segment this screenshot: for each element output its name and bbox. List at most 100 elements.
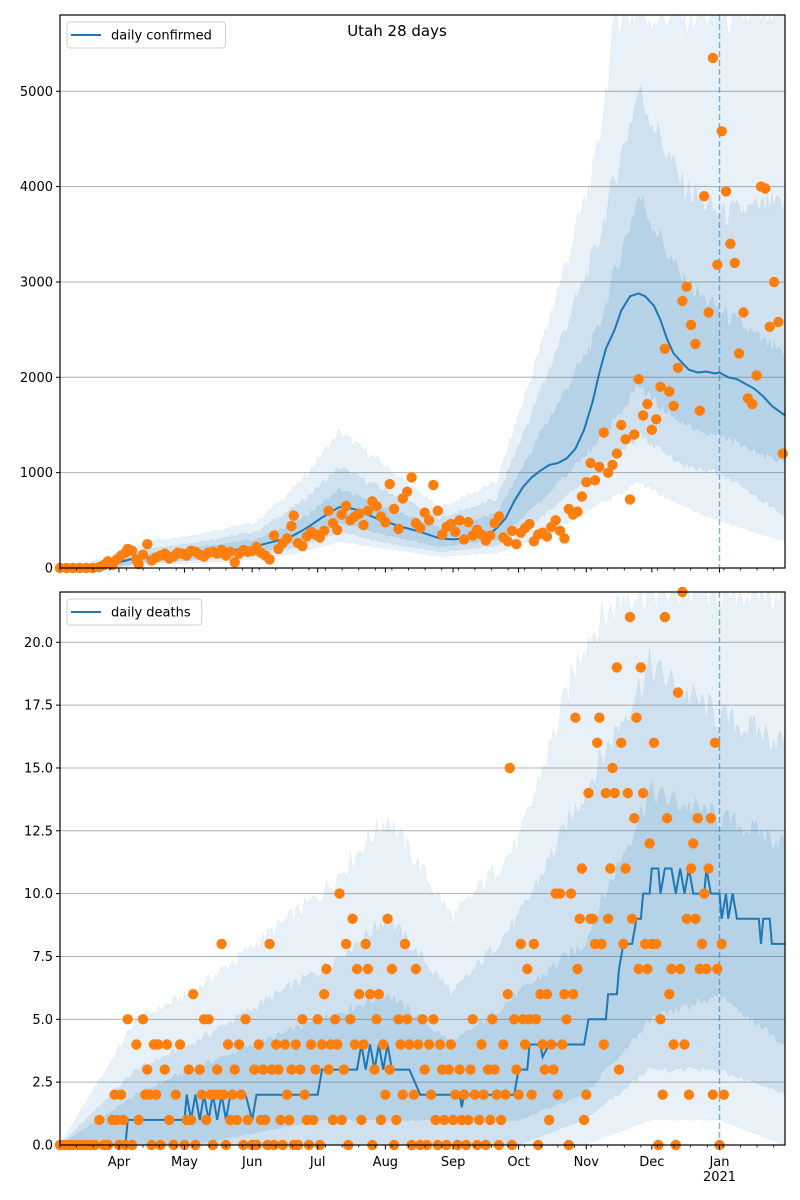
observed-point <box>624 494 636 505</box>
observed-point <box>203 1014 214 1025</box>
x-tick-label: Nov <box>574 1155 600 1170</box>
observed-point <box>581 477 592 488</box>
observed-point <box>432 505 443 516</box>
observed-point <box>288 510 299 521</box>
observed-point <box>142 539 153 550</box>
observed-point <box>659 611 671 623</box>
legend-label: daily deaths <box>111 606 191 621</box>
observed-point <box>312 1014 323 1025</box>
observed-point <box>725 238 736 249</box>
observed-point <box>402 486 413 497</box>
observed-point <box>183 1064 194 1075</box>
y-tick-label: 15.0 <box>24 761 53 776</box>
observed-point <box>661 813 673 824</box>
observed-point <box>565 888 577 899</box>
observed-point <box>478 1089 489 1100</box>
observed-point <box>526 1089 537 1100</box>
observed-point <box>672 687 684 698</box>
observed-point <box>336 1114 347 1126</box>
observed-point <box>487 1014 498 1025</box>
observed-point <box>568 989 579 1000</box>
observed-point <box>196 1089 208 1100</box>
observed-point <box>620 863 631 874</box>
observed-point <box>419 507 430 518</box>
observed-point <box>384 478 395 490</box>
observed-point <box>720 186 732 197</box>
observed-point <box>295 1064 306 1075</box>
legend-box <box>66 21 226 49</box>
observed-point <box>633 963 644 975</box>
observed-point <box>428 479 439 491</box>
observed-point <box>685 319 697 331</box>
observed-point <box>273 1064 284 1075</box>
observed-point <box>699 888 710 899</box>
observed-point <box>659 343 671 354</box>
observed-point <box>447 1114 459 1126</box>
observed-point <box>515 938 526 950</box>
y-tick-label: 0.0 <box>32 1139 53 1154</box>
observed-point <box>463 1114 474 1126</box>
y-tick-label: 4000 <box>20 180 53 195</box>
observed-point <box>133 1114 144 1126</box>
observed-point <box>509 1014 520 1025</box>
observed-point <box>126 545 138 556</box>
observed-point <box>380 1089 391 1100</box>
observed-point <box>362 505 374 516</box>
observed-point <box>393 523 404 535</box>
observed-point <box>629 429 640 440</box>
observed-point <box>681 281 692 292</box>
observed-point <box>299 1089 310 1100</box>
observed-point <box>404 1039 415 1050</box>
observed-point <box>260 1114 271 1126</box>
x-tick-label: Oct <box>507 1155 529 1170</box>
observed-point <box>544 1114 555 1126</box>
observed-point <box>137 1014 149 1025</box>
observed-point <box>685 863 697 874</box>
y-tick-label: 0 <box>45 562 53 577</box>
y-tick-label: 20.0 <box>24 636 53 651</box>
observed-point <box>683 1089 695 1100</box>
plot-area <box>60 592 785 1145</box>
observed-point <box>651 414 662 425</box>
x-tick-label: Dec <box>639 1155 664 1170</box>
y-tick-label: 3000 <box>20 275 53 290</box>
observed-point <box>616 419 627 431</box>
observed-point <box>338 1064 350 1075</box>
observed-point <box>602 913 614 924</box>
observed-point <box>528 938 540 950</box>
observed-point <box>286 520 297 532</box>
observed-point <box>611 448 623 459</box>
observed-point <box>445 518 457 530</box>
observed-point <box>450 526 461 537</box>
observed-point <box>681 913 692 924</box>
observed-point <box>386 963 398 975</box>
observed-point <box>629 813 640 824</box>
observed-point <box>327 1114 339 1126</box>
observed-point <box>578 1114 590 1126</box>
observed-point <box>426 1089 437 1100</box>
observed-point <box>694 405 705 416</box>
observed-point <box>360 938 371 950</box>
observed-point <box>454 515 465 526</box>
legend: daily deaths <box>66 598 203 626</box>
observed-point <box>589 475 601 486</box>
observed-point <box>677 295 688 307</box>
observed-point <box>675 963 686 975</box>
observed-point <box>253 1039 264 1050</box>
observed-point <box>513 1089 524 1100</box>
observed-point <box>321 963 332 975</box>
observed-point <box>332 1039 343 1050</box>
observed-point <box>600 787 612 799</box>
observed-point <box>408 1089 419 1100</box>
observed-point <box>764 321 775 332</box>
observed-point <box>281 1089 293 1100</box>
observed-point <box>423 1039 435 1050</box>
inner-band-area <box>60 779 785 1145</box>
observed-point <box>354 989 365 1000</box>
observed-point <box>502 536 513 547</box>
observed-point <box>397 1089 408 1100</box>
observed-point <box>537 1039 548 1050</box>
observed-point <box>371 1014 382 1025</box>
y-tick-label: 10.0 <box>24 887 53 902</box>
